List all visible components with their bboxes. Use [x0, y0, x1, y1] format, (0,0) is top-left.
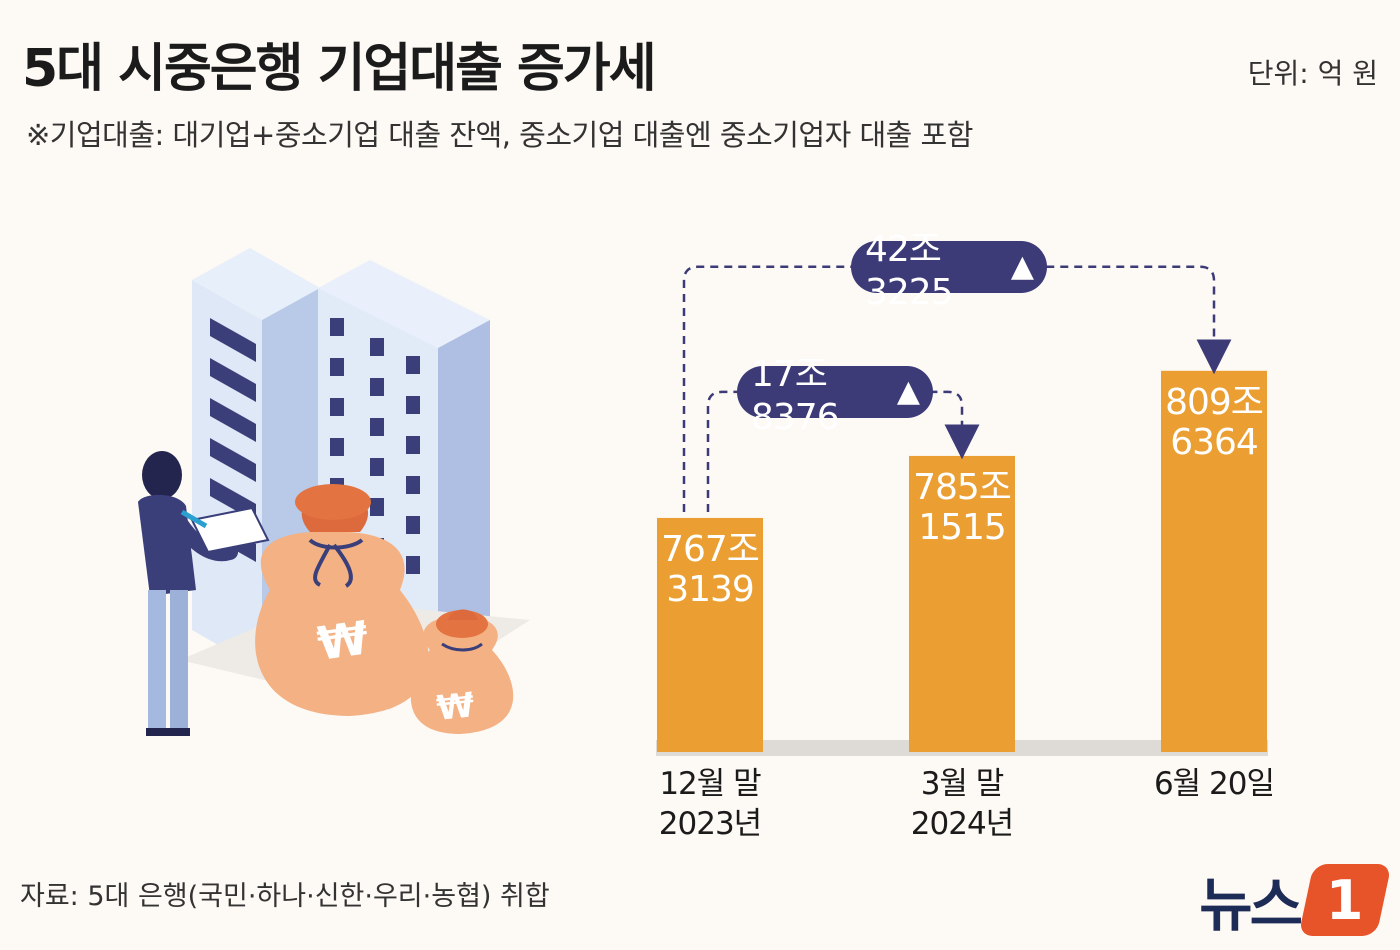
bar-value-line1: 809조: [1165, 381, 1264, 423]
x-label-line1: 3월 말: [920, 766, 1005, 802]
won-symbol-small: ₩: [435, 685, 476, 729]
money-bag-large-icon: ₩: [255, 484, 429, 716]
illustration: ₩ ₩: [138, 248, 530, 736]
x-label-line1: 12월 말: [659, 766, 761, 802]
up-arrow-icon: ▲: [1010, 249, 1034, 285]
bar-label-2023-dec: 767조 3139: [630, 528, 790, 610]
bar-label-2024-jun: 809조 6364: [1134, 381, 1294, 463]
x-label-2024-mar: 3월 말 2024년: [862, 764, 1062, 844]
news1-logo: 뉴스 1: [1199, 858, 1392, 942]
unit-label: 단위: 억 원: [1247, 57, 1378, 90]
bar-value-line2: 3139: [666, 568, 755, 610]
up-arrow-icon: ▲: [896, 374, 920, 410]
footnote: ※기업대출: 대기업+중소기업 대출 잔액, 중소기업 대출엔 중소기업자 대출…: [26, 118, 973, 152]
x-label-line2: 2024년: [910, 806, 1014, 842]
won-symbol-large: ₩: [314, 610, 372, 671]
bar-value-line2: 1515: [918, 506, 1007, 548]
page-title: 5대 시중은행 기업대출 증가세: [22, 39, 657, 99]
logo-mark-icon: 1: [1298, 864, 1392, 936]
logo-mark-text: 1: [1326, 868, 1364, 932]
bar-2024-mar: [909, 455, 1015, 752]
source-note: 자료: 5대 은행(국민·하나·신한·우리·농협) 취합: [20, 881, 550, 912]
person-icon: [138, 451, 270, 736]
x-label-line1: 6월 20일: [1153, 766, 1275, 802]
bar-value-line1: 767조: [661, 528, 760, 570]
x-label-line2: 2023년: [658, 806, 762, 842]
money-bag-small-icon: ₩: [410, 609, 514, 734]
bar-label-2024-mar: 785조 1515: [882, 466, 1042, 548]
increase-pill-dec-mar: 17조8376 ▲: [737, 354, 933, 438]
bar-2023-dec: [657, 517, 763, 752]
bar-value-line2: 6364: [1170, 421, 1259, 463]
x-label-2023-dec: 12월 말 2023년: [610, 764, 810, 844]
x-label-2024-jun: 6월 20일: [1114, 764, 1314, 804]
bar-value-line1: 785조: [913, 466, 1012, 508]
increase-pill-dec-jun: 42조3225 ▲: [851, 229, 1047, 313]
increase-value: 42조3225: [865, 229, 954, 314]
increase-value: 17조8376: [751, 354, 840, 439]
logo-text: 뉴스: [1199, 871, 1303, 939]
bar-2024-jun: [1161, 370, 1267, 752]
